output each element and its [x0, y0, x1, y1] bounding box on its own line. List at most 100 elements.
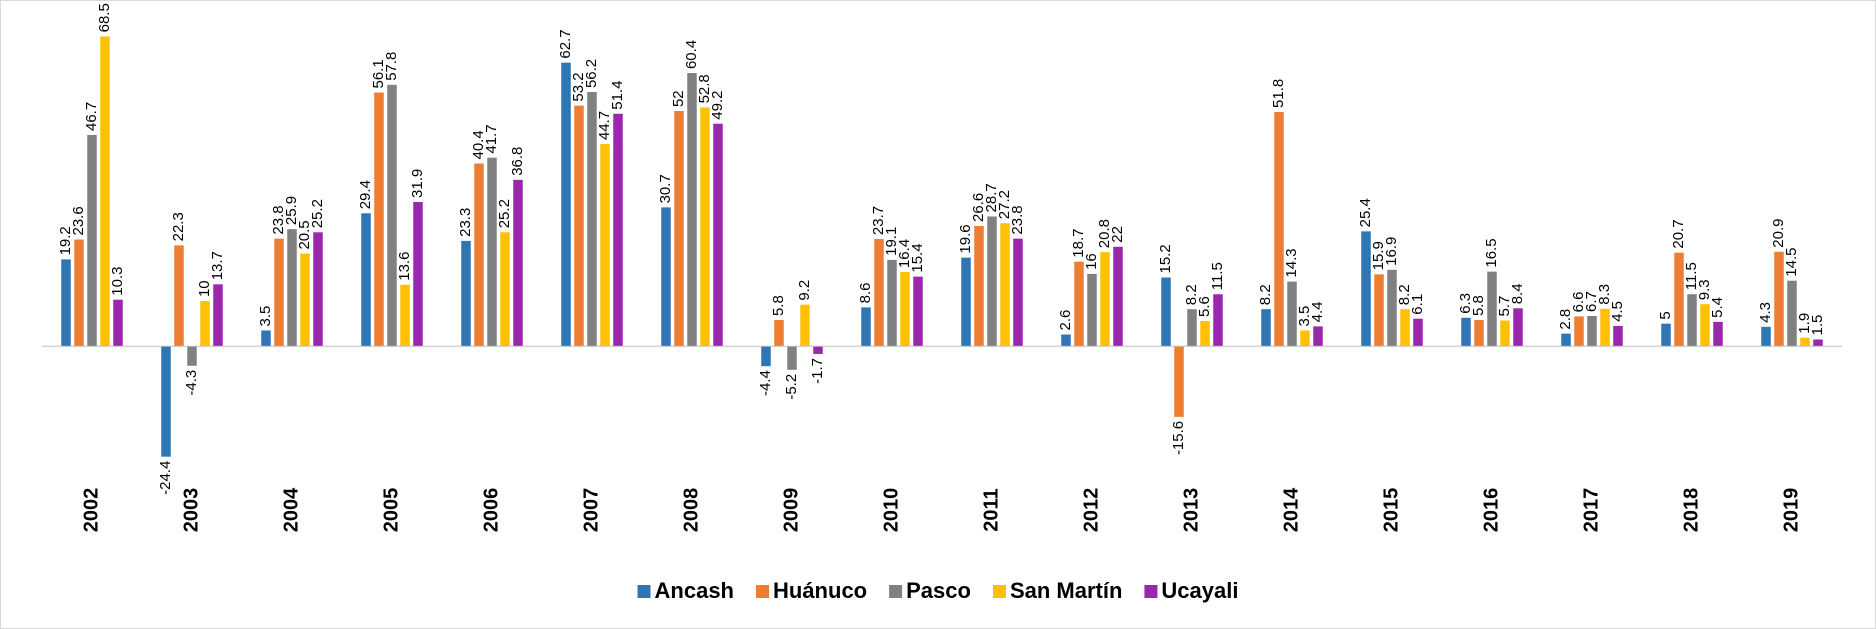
bar: [961, 257, 971, 347]
x-tick-label: 2002: [80, 488, 102, 533]
data-label: 6.1: [1409, 294, 1426, 315]
x-tick-label: 2016: [1480, 488, 1502, 533]
bar: [1487, 271, 1497, 347]
data-label: 9.3: [1696, 279, 1713, 300]
data-label: 23.6: [70, 206, 87, 235]
legend: Ancash Huánuco Pasco San Martín Ucayali: [637, 578, 1238, 603]
data-label: 5.8: [770, 295, 787, 316]
data-label: 9.2: [796, 280, 813, 301]
x-tick-label: 2018: [1680, 488, 1702, 533]
bar: [1413, 318, 1423, 347]
bar: [813, 346, 823, 354]
data-label: 6.3: [1457, 293, 1474, 314]
data-label: 1.5: [1809, 315, 1826, 336]
bar: [900, 272, 910, 347]
data-label: 36.8: [509, 147, 526, 176]
data-label: 40.4: [470, 130, 487, 159]
data-label: 16: [1083, 253, 1100, 270]
bar: [274, 238, 284, 347]
bar: [461, 240, 471, 347]
bar: [1274, 111, 1284, 347]
bar: [1161, 277, 1171, 347]
bar: [1113, 246, 1123, 347]
legend-swatch: [1144, 585, 1158, 598]
bar: [1074, 261, 1084, 347]
x-tick-label: 2017: [1580, 488, 1602, 533]
data-label: 10: [196, 280, 213, 297]
legend-label: Pasco: [906, 578, 971, 603]
bar: [1674, 252, 1684, 347]
bar: [587, 92, 597, 347]
bar: [661, 207, 671, 347]
bar: [974, 225, 984, 347]
bar: [1574, 316, 1584, 347]
bar: [100, 36, 110, 347]
bar: [1387, 269, 1397, 347]
data-label: 52: [670, 90, 687, 107]
data-label: 5: [1657, 311, 1674, 319]
data-label: 4.4: [1309, 302, 1326, 323]
bar: [400, 284, 410, 347]
data-label: 20.9: [1770, 219, 1787, 248]
data-label: 23.8: [270, 205, 287, 234]
data-label: 25.2: [309, 199, 326, 228]
x-tick-label: 2006: [480, 488, 502, 533]
legend-label: Huánuco: [773, 578, 867, 603]
data-label: 8.2: [1396, 284, 1413, 305]
data-label: 16.4: [896, 239, 913, 268]
data-label: 19.2: [57, 226, 74, 255]
bar: [561, 62, 571, 347]
bar: [1713, 321, 1723, 347]
bar: [74, 239, 84, 347]
legend-swatch: [992, 585, 1006, 598]
bar: [161, 346, 171, 457]
bar: [574, 105, 584, 347]
bar: [1661, 323, 1671, 347]
data-label: 5.4: [1709, 297, 1726, 318]
data-label: 11.5: [1209, 262, 1226, 290]
legend-label: Ucayali: [1161, 578, 1238, 603]
data-label: 51.4: [609, 81, 626, 110]
bar: [1561, 333, 1571, 347]
bar: [487, 157, 497, 347]
bar: [613, 113, 623, 347]
data-label: 8.2: [1257, 284, 1274, 305]
x-tick-label: 2010: [880, 488, 902, 533]
data-label: 25.4: [1357, 198, 1374, 227]
data-label: 8.4: [1509, 283, 1526, 304]
x-tick-label: 2008: [680, 488, 702, 533]
bar: [674, 111, 684, 347]
bar: [1787, 280, 1797, 347]
bar: [387, 84, 397, 347]
data-label: 53.2: [570, 72, 587, 101]
bar: [787, 346, 797, 370]
data-label: 8.2: [1183, 284, 1200, 305]
data-label: 16.5: [1483, 238, 1500, 267]
bar: [1374, 274, 1384, 347]
data-label: 60.4: [683, 40, 700, 69]
bar: [887, 259, 897, 347]
bar: [113, 299, 123, 347]
data-label: 20.8: [1096, 219, 1113, 248]
bar: [1287, 281, 1297, 347]
bar: [1700, 304, 1710, 347]
data-label: 13.7: [209, 251, 226, 280]
bar: [1187, 309, 1197, 347]
data-label: 13.6: [396, 252, 413, 281]
data-label: 56.2: [583, 59, 600, 88]
x-tick-label: 2005: [380, 488, 402, 533]
bar: [713, 123, 723, 347]
data-label: 14.5: [1783, 247, 1800, 276]
data-label: 22.3: [170, 212, 187, 241]
data-label: 10.3: [109, 266, 126, 295]
x-tick-label: 2012: [1080, 488, 1102, 533]
bar: [700, 107, 710, 347]
legend-label: San Martín: [1010, 578, 1122, 603]
bar: [1000, 223, 1010, 347]
bar: [87, 135, 97, 347]
data-label: 19.1: [883, 227, 900, 256]
bar: [213, 284, 223, 347]
bar: [287, 229, 297, 347]
x-tick-label: 2003: [180, 488, 202, 533]
